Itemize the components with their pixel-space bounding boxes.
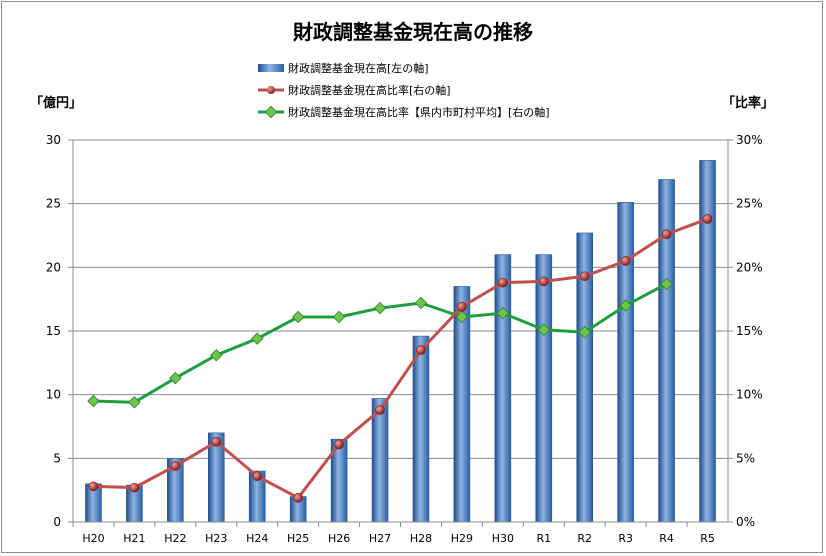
ratio-point: [498, 277, 508, 288]
right-axis-unit: 「比率」: [722, 95, 774, 111]
right-tick-label: 5%: [736, 451, 755, 465]
right-tick-label: 10%: [736, 388, 763, 402]
legend: 財政調整基金現在高[左の軸] 財政調整基金現在高比率[右の軸] 財政調整基金現在…: [258, 61, 550, 119]
average-ratio-point: [169, 371, 182, 385]
legend-item-average: 財政調整基金現在高比率【県内市町村平均】[右の軸]: [258, 105, 550, 119]
average-ratio-point: [128, 396, 141, 409]
average-ratio-point: [660, 277, 673, 291]
line-series: [87, 214, 713, 503]
x-tick-label: H27: [369, 532, 391, 545]
legend-label-average: 財政調整基金現在高比率【県内市町村平均】[右の軸]: [288, 105, 550, 119]
ratio-point: [170, 461, 181, 471]
right-tick-label: 20%: [736, 260, 763, 274]
average-ratio-point: [210, 348, 223, 362]
legend-swatch-average-marker: [264, 105, 278, 119]
ratio-point: [661, 229, 672, 240]
ratio-point: [702, 214, 713, 224]
x-tick-label: H29: [451, 532, 473, 545]
left-tick-label: 25: [46, 197, 61, 211]
left-tick-label: 30: [46, 133, 61, 147]
average-ratio-point: [373, 301, 387, 315]
left-tick-label: 5: [53, 451, 61, 465]
bar-series: [85, 160, 716, 523]
ratio-point: [538, 276, 549, 287]
legend-label-ratio: 財政調整基金現在高比率[右の軸]: [288, 83, 451, 97]
ratio-point: [211, 436, 222, 447]
x-tick-label: H21: [123, 532, 145, 545]
left-axis-unit: 「億円」: [30, 95, 82, 111]
ratio-point: [457, 302, 467, 312]
average-ratio-point: [455, 310, 469, 324]
average-ratio-point: [578, 326, 591, 339]
x-tick-label: H20: [82, 532, 104, 545]
average-ratio-point: [537, 323, 551, 336]
right-tick-label: 15%: [736, 324, 763, 338]
x-tick-label: R2: [577, 532, 592, 545]
ratio-point: [334, 439, 344, 450]
x-tick-label: R3: [618, 532, 633, 545]
x-tick-label: H24: [246, 532, 268, 545]
ratio-point: [375, 405, 385, 415]
legend-item-ratio: 財政調整基金現在高比率[右の軸]: [258, 83, 451, 97]
ratio-line: [93, 217, 709, 500]
bar: [494, 254, 512, 523]
x-tick-label: H26: [328, 532, 350, 545]
ratio-point: [416, 345, 426, 355]
right-tick-label: 25%: [736, 197, 763, 211]
average-ratio-point: [250, 332, 264, 345]
axes: [68, 139, 733, 527]
average-ratio-point: [619, 299, 632, 312]
x-tick-label: R5: [700, 532, 715, 545]
legend-item-bar: 財政調整基金現在高[左の軸]: [258, 61, 429, 75]
right-tick-label: 0%: [736, 515, 755, 529]
ratio-point: [293, 493, 303, 503]
legend-swatch-bar: [258, 64, 284, 72]
ratio-point: [579, 271, 590, 282]
x-tick-label: H23: [205, 532, 227, 545]
ratio-point: [129, 482, 140, 493]
bar: [535, 254, 553, 523]
x-tick-label: H25: [287, 532, 309, 545]
x-tick-label: H28: [410, 532, 432, 545]
chart-title: 財政調整基金現在高の推移: [293, 20, 533, 44]
tick-labels: 0 0% 5 5% 10 10% 15 15% 20 20% 25 25% 30 30% H20 H21 H22…: [46, 133, 763, 545]
legend-label-bar: 財政調整基金現在高[左の軸]: [288, 61, 429, 75]
bar: [617, 202, 634, 523]
left-tick-label: 15: [46, 324, 61, 338]
average-ratio-point: [291, 310, 305, 324]
bar: [412, 335, 430, 523]
left-tick-label: 10: [46, 388, 61, 402]
left-tick-label: 20: [46, 260, 61, 274]
ratio-point: [88, 481, 99, 492]
x-tick-label: H22: [164, 532, 186, 545]
right-tick-label: 30%: [736, 133, 763, 147]
average-ratio-point: [414, 296, 428, 310]
left-tick-label: 0: [53, 515, 61, 529]
x-tick-label: H30: [492, 532, 514, 545]
ratio-point: [252, 471, 263, 481]
average-ratio-point: [87, 394, 100, 408]
ratio-point: [620, 256, 631, 266]
legend-swatch-ratio-marker: [267, 86, 275, 94]
average-ratio-point: [496, 306, 510, 320]
x-tick-label: R4: [659, 532, 674, 545]
x-tick-label: R1: [536, 532, 551, 545]
bar: [371, 398, 389, 523]
average-ratio-point: [332, 310, 346, 324]
